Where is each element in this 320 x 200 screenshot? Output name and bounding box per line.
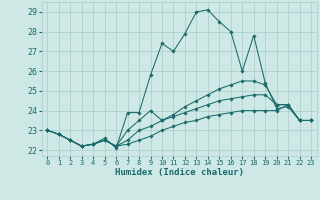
X-axis label: Humidex (Indice chaleur): Humidex (Indice chaleur) (115, 168, 244, 177)
